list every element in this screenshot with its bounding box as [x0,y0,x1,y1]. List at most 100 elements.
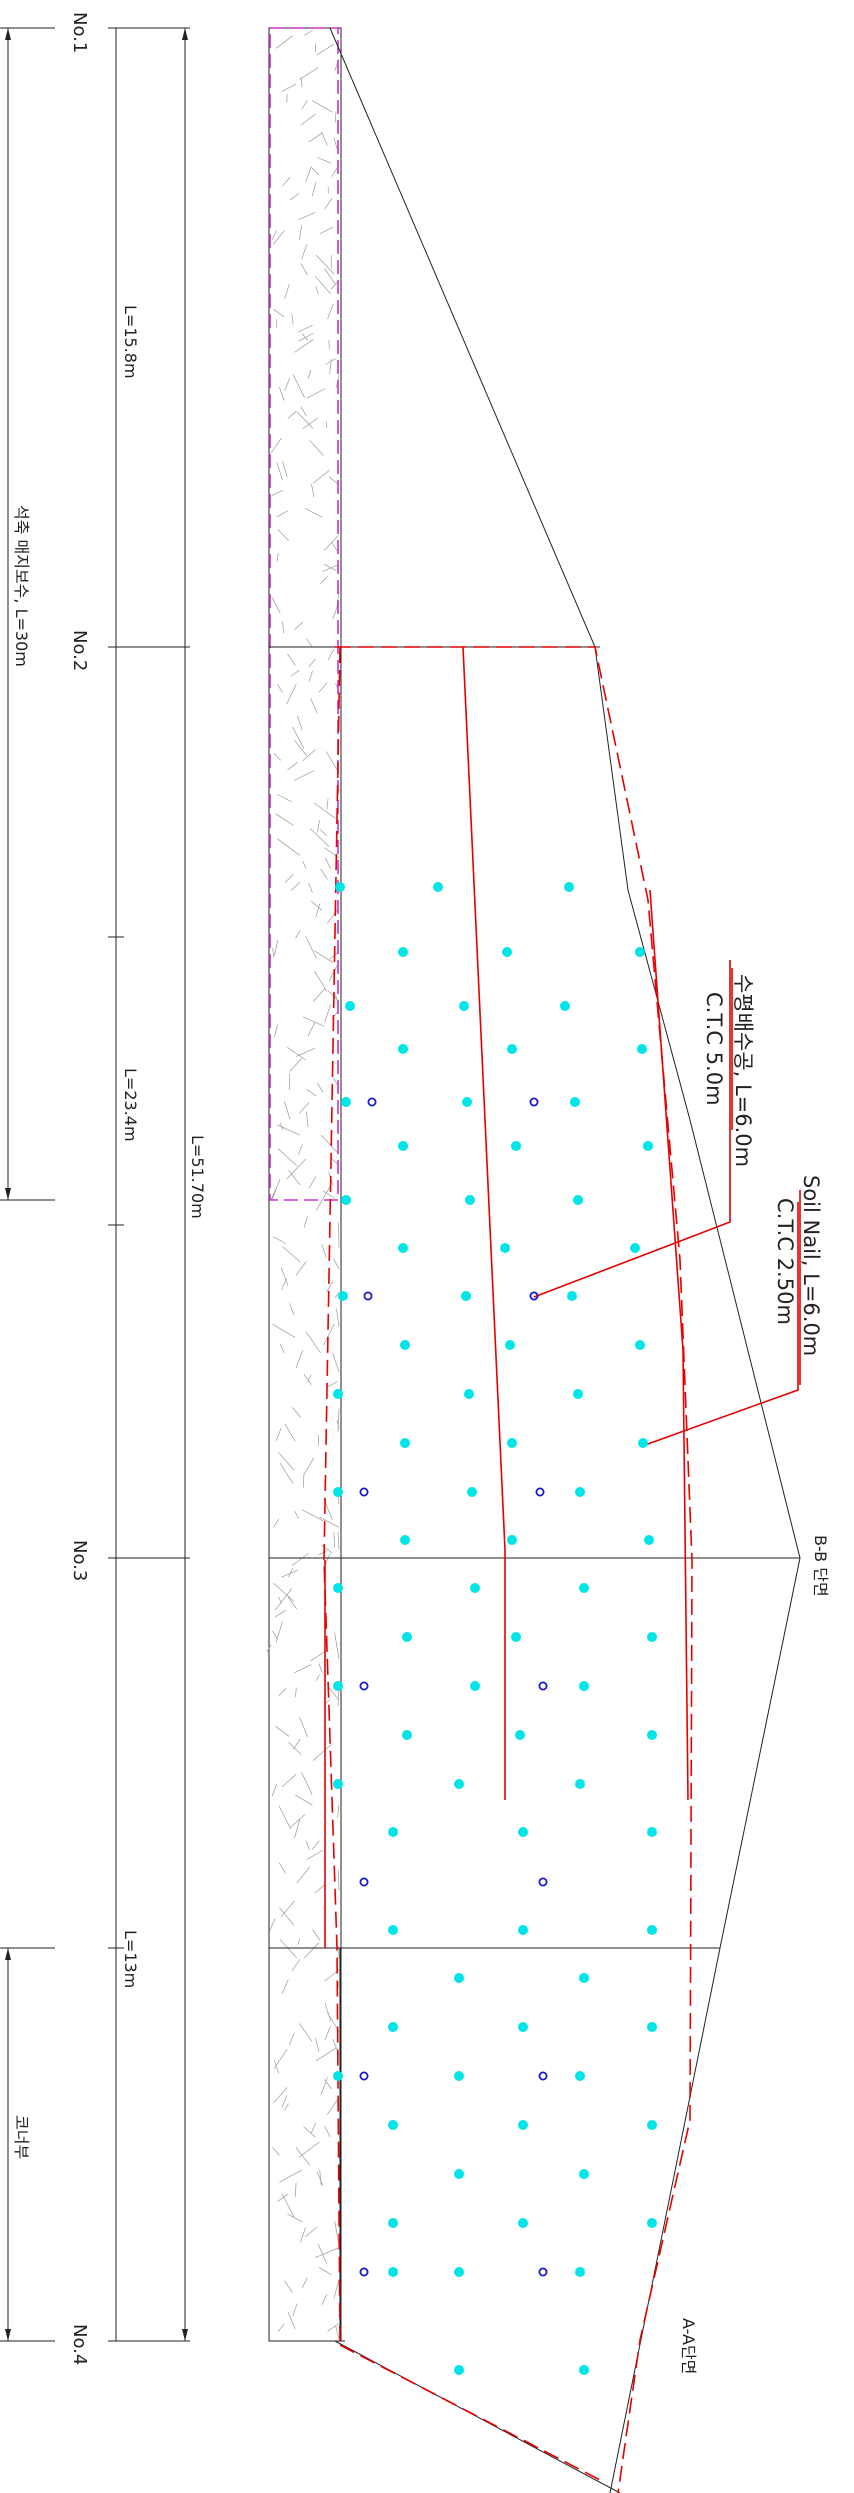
soil-nail-point [507,1535,517,1545]
drainage-points [359,1097,548,2277]
soil-nail-point [518,2120,528,2130]
dimension-label-seg2: L=23.4m [121,1068,140,1142]
stone-wall-strip [266,27,342,2342]
soil-nail-point [400,1535,410,1545]
soil-nail-point [575,1487,585,1497]
soil-nail-point [635,947,645,957]
soil-nail-point [402,1730,412,1740]
soil-nail-point [644,1535,654,1545]
soil-nail-point [454,2071,464,2081]
soil-nail-point [470,1681,480,1691]
soil-nail-point [400,1340,410,1350]
soil-nail-point [341,1195,351,1205]
soil-nail-point [511,1632,521,1642]
soil-nail-point [579,1681,589,1691]
soil-nail-point [459,1001,469,1011]
nail-callout-title: Soil Nail, L=6.0m [799,1175,823,1356]
soil-nail-point [398,947,408,957]
station-label-no1: No.1 [69,12,90,53]
soil-nail-point [518,2218,528,2228]
masonry-repair-outline [269,27,339,1201]
soil-nail-point [398,1243,408,1253]
soil-nail-point [515,1730,525,1740]
soil-nail-point [579,2365,589,2375]
soil-nail-point [454,2169,464,2179]
soil-nail-point [398,1141,408,1151]
soil-nail-point [454,2365,464,2375]
drainage-point [363,1291,373,1301]
soil-nail-point [630,1243,640,1253]
soil-nail-point [388,2120,398,2130]
section-label-bb: B-B 단면 [811,1535,830,1597]
soil-nail-point [454,1779,464,1789]
soil-nail-point [454,2267,464,2277]
drain-callout-ctc: C.T.C 5.0m [702,992,726,1106]
drainage-point [538,2071,548,2081]
soil-nail-point [518,1925,528,1935]
soil-nail-point [560,1001,570,1011]
dimension-label-total: L=51.70m [188,1135,207,1219]
soil-nail-point [462,1097,472,1107]
stone-masonry-zone-label: 석축 매지보수, L=30m [12,505,31,667]
drainage-point [359,1877,369,1887]
soil-nail-point [388,2218,398,2228]
soil-nail-point [575,2071,585,2081]
station-label-no4: No.4 [69,2324,90,2365]
soil-nail-point [454,1973,464,1983]
drainage-point [535,1487,545,1497]
soil-nail-point [465,1195,475,1205]
soil-nail-point [647,1730,657,1740]
soil-nail-point [647,1827,657,1837]
soil-nail-point [573,1389,583,1399]
drainage-point [529,1097,539,1107]
soil-nail-point [647,1632,657,1642]
soil-nail-point [338,1291,348,1301]
soil-nail-point [507,1438,517,1448]
wall-hatching [266,29,342,2340]
soil-nail-point [388,1925,398,1935]
soil-nail-point [518,1827,528,1837]
soil-nail-points [333,882,657,2375]
soil-nail-point [575,2267,585,2277]
soil-nail-point [579,1583,589,1593]
corner-zone-label: 코너부 [12,2115,31,2159]
soil-nail-point [507,1044,517,1054]
soil-nail-point [402,1632,412,1642]
soil-nail-point [647,2120,657,2130]
soil-nail-point [647,2218,657,2228]
soil-nail-point [470,1583,480,1593]
soil-nail-point [345,1001,355,1011]
soil-nail-point [464,1389,474,1399]
soil-nail-point [511,1141,521,1151]
soil-nail-point [579,2169,589,2179]
soil-nail-point [333,1681,343,1691]
soil-nail-point [388,2022,398,2032]
design-lines [323,646,801,2493]
soil-nail-point [647,1925,657,1935]
soil-nail-point [637,1044,647,1054]
soil-nail-point [333,1487,343,1497]
soil-nail-point [635,1340,645,1350]
nail-callout-ctc: C.T.C 2.50m [773,1198,797,1325]
soil-nail-point [333,2071,343,2081]
soil-nail-point [575,1779,585,1789]
soil-nail-point [341,1097,351,1107]
station-label-no2: No.2 [69,630,90,671]
dimension-lines [0,27,190,2342]
soil-nail-point [638,1438,648,1448]
drainage-point [538,2267,548,2277]
soil-nail-point [398,1044,408,1054]
soil-nail-point [335,882,345,892]
drainage-point [359,1681,369,1691]
soil-nail-point [467,1487,477,1497]
soil-nail-point [333,1779,343,1789]
soil-nail-point [461,1291,471,1301]
drainage-point [359,2071,369,2081]
soil-nail-point [643,1141,653,1151]
soil-nail-point [400,1438,410,1448]
drainage-point [529,1291,539,1301]
drain-callout-title: 수평배수공, L=6.0m [731,974,755,1167]
drainage-point [367,1097,377,1107]
section-label-aa: A-A단면 [679,2318,698,2374]
